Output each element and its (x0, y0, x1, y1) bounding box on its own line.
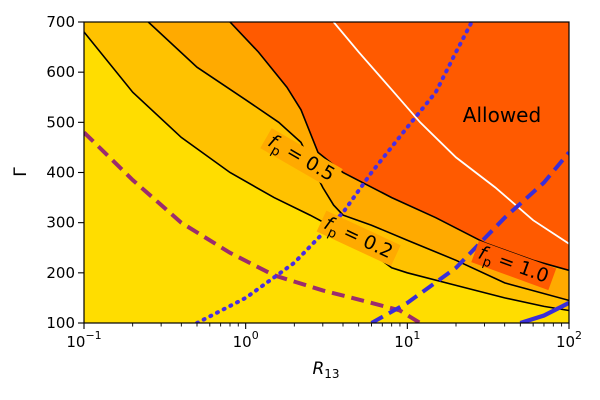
y-tick-label: 600 (46, 63, 75, 81)
y-tick-label: 100 (46, 314, 75, 332)
allowed-label: Allowed (463, 103, 541, 127)
y-tick-label: 500 (46, 113, 75, 131)
label-bg-fp-1-0 (471, 240, 557, 291)
y-tick-label: 700 (46, 13, 75, 31)
x-tick-label: 102 (556, 329, 582, 351)
y-tick-label: 300 (46, 214, 75, 232)
y-axis-ticks: 100 200 300 400 500 600 700 (46, 13, 84, 332)
y-tick-label: 200 (46, 264, 75, 282)
contour-fp-0-5 (147, 22, 569, 302)
x-tick-label: 10−1 (66, 329, 101, 351)
curve-blue-dotted (195, 22, 474, 323)
label-bg-fp-0-5 (260, 128, 343, 190)
y-tick-label: 400 (46, 164, 75, 182)
x-tick-label: 100 (233, 329, 259, 351)
label-bg-fp-0-2 (316, 210, 401, 267)
curve-purple-dashed (84, 130, 422, 323)
x-axis-title: R13 (312, 359, 339, 381)
x-axis-ticks: 10−1 100 101 102 (66, 323, 582, 351)
y-axis-title: Γ (11, 167, 31, 177)
boundary-curves (84, 22, 569, 323)
curve-blue-dashed (370, 151, 569, 323)
contour-white-boundary (332, 22, 569, 245)
x-tick-label: 101 (394, 329, 420, 351)
region-allowed (84, 22, 569, 271)
curve-blue-solid (519, 301, 569, 323)
